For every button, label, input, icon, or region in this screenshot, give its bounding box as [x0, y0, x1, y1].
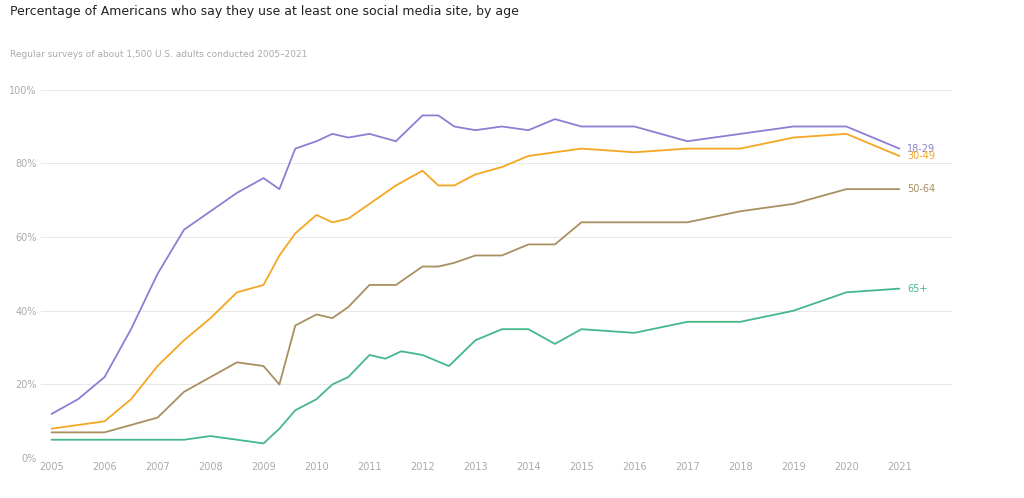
Text: 50-64: 50-64: [907, 184, 935, 194]
Text: 18-29: 18-29: [907, 143, 935, 153]
Text: Percentage of Americans who say they use at least one social media site, by age: Percentage of Americans who say they use…: [10, 5, 519, 18]
Text: Regular surveys of about 1,500 U.S. adults conducted 2005–2021: Regular surveys of about 1,500 U.S. adul…: [10, 50, 307, 59]
Text: 30-49: 30-49: [907, 151, 935, 161]
Text: 65+: 65+: [907, 284, 928, 294]
